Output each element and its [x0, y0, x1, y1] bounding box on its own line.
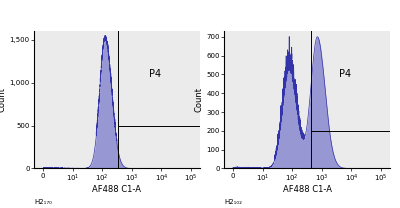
Text: P4: P4: [150, 69, 162, 79]
Y-axis label: Count: Count: [194, 87, 204, 112]
Y-axis label: Count: Count: [0, 87, 7, 112]
X-axis label: AF488 C1-A: AF488 C1-A: [92, 185, 142, 194]
Text: H2₁₀₂: H2₁₀₂: [224, 199, 242, 205]
X-axis label: AF488 C1-A: AF488 C1-A: [282, 185, 332, 194]
Text: H2₁₇₀: H2₁₇₀: [34, 199, 52, 205]
Text: P4: P4: [340, 69, 352, 79]
Text: A: A: [47, 11, 57, 26]
Text: B: B: [243, 11, 253, 26]
